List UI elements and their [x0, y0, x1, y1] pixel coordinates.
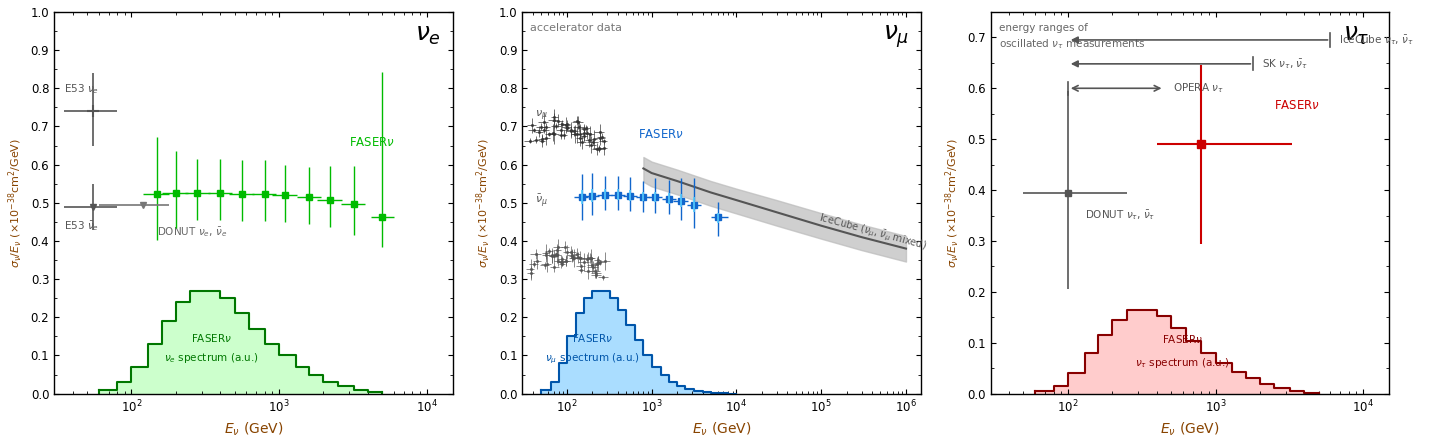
Y-axis label: $\sigma_\nu/E_\nu$ ($\times10^{-38}$cm$^2$/GeV): $\sigma_\nu/E_\nu$ ($\times10^{-38}$cm$^…: [475, 138, 493, 268]
Text: $\boldsymbol{\nu_e}$: $\boldsymbol{\nu_e}$: [415, 24, 440, 48]
Text: $\boldsymbol{\nu_\tau}$: $\boldsymbol{\nu_\tau}$: [1343, 24, 1370, 48]
Y-axis label: $\sigma_\nu/E_\nu$ ($\times10^{-38}$cm$^2$/GeV): $\sigma_\nu/E_\nu$ ($\times10^{-38}$cm$^…: [7, 138, 26, 268]
Text: $\nu_\mu$ spectrum (a.u.): $\nu_\mu$ spectrum (a.u.): [545, 352, 639, 366]
Text: $\nu_\tau$ spectrum (a.u.): $\nu_\tau$ spectrum (a.u.): [1135, 356, 1230, 370]
Text: FASER$\nu$: FASER$\nu$: [572, 332, 613, 344]
Text: DONUT $\nu_\tau$, $\bar{\nu}_\tau$: DONUT $\nu_\tau$, $\bar{\nu}_\tau$: [1085, 208, 1155, 222]
Text: DONUT $\nu_e$, $\bar{\nu}_e$: DONUT $\nu_e$, $\bar{\nu}_e$: [157, 225, 227, 239]
Text: $\boldsymbol{\nu_\mu}$: $\boldsymbol{\nu_\mu}$: [882, 24, 909, 50]
Y-axis label: $\sigma_\nu/E_\nu$ ($\times10^{-38}$cm$^2$/GeV): $\sigma_\nu/E_\nu$ ($\times10^{-38}$cm$^…: [944, 138, 962, 268]
Text: FASER$\nu$: FASER$\nu$: [1274, 99, 1320, 112]
Text: IceCube $\nu_\tau$, $\bar{\nu}_\tau$: IceCube $\nu_\tau$, $\bar{\nu}_\tau$: [1340, 33, 1414, 47]
Text: E53 $\bar{\nu}_e$: E53 $\bar{\nu}_e$: [64, 219, 99, 233]
Text: SK $\nu_\tau$, $\bar{\nu}_\tau$: SK $\nu_\tau$, $\bar{\nu}_\tau$: [1263, 57, 1308, 71]
Text: IceCube ($\nu_\mu$, $\bar{\nu}_\mu$ mixed): IceCube ($\nu_\mu$, $\bar{\nu}_\mu$ mixe…: [817, 211, 928, 253]
X-axis label: $E_\nu$ (GeV): $E_\nu$ (GeV): [223, 421, 283, 438]
Text: $\bar{\nu}_\mu$: $\bar{\nu}_\mu$: [535, 192, 548, 209]
Text: FASER$\nu$: FASER$\nu$: [1163, 333, 1203, 345]
Text: OPERA $\nu_\tau$: OPERA $\nu_\tau$: [1174, 81, 1224, 95]
X-axis label: $E_\nu$ (GeV): $E_\nu$ (GeV): [1160, 421, 1220, 438]
Text: FASER$\nu$: FASER$\nu$: [349, 136, 396, 149]
Text: $\nu_\mu$: $\nu_\mu$: [535, 108, 548, 123]
X-axis label: $E_\nu$ (GeV): $E_\nu$ (GeV): [692, 421, 751, 438]
Text: accelerator data: accelerator data: [531, 24, 622, 33]
Text: FASER$\nu$: FASER$\nu$: [192, 332, 232, 344]
Text: $\nu_e$ spectrum (a.u.): $\nu_e$ spectrum (a.u.): [164, 351, 259, 365]
Text: FASER$\nu$: FASER$\nu$: [638, 128, 685, 141]
Text: E53 $\nu_e$: E53 $\nu_e$: [64, 82, 99, 96]
Text: energy ranges of
oscillated $\nu_\tau$ measurements: energy ranges of oscillated $\nu_\tau$ m…: [998, 24, 1145, 51]
